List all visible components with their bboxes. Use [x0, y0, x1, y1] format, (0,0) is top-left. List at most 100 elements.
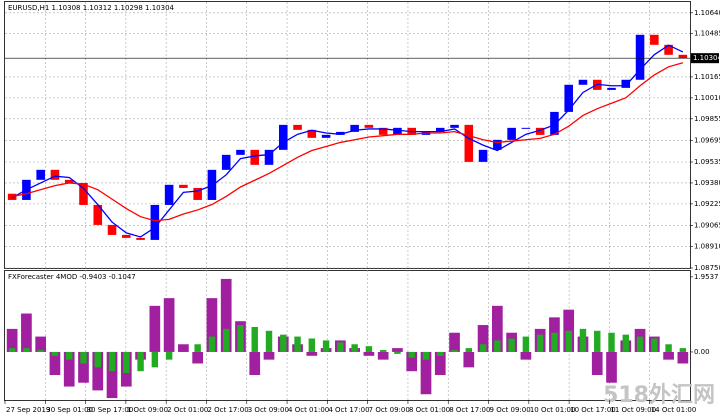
y-tick-label: 1.09225 — [694, 200, 720, 208]
candle — [79, 182, 88, 205]
histogram-bar — [508, 338, 515, 352]
histogram-bar — [449, 332, 460, 352]
y-tick-label: 1.10165 — [694, 73, 720, 81]
histogram-bar — [477, 325, 489, 352]
candle — [336, 131, 345, 135]
histogram-bar — [21, 313, 32, 352]
x-tick-label: 8 Oct 17:00 — [449, 406, 490, 414]
candle — [321, 134, 331, 138]
candle — [521, 127, 531, 129]
candle — [264, 149, 274, 165]
histogram-bar — [8, 348, 16, 352]
candle — [535, 127, 545, 135]
histogram-bar — [322, 340, 330, 352]
histogram-bar — [23, 348, 30, 352]
histogram-bar — [237, 325, 244, 352]
histogram-bar — [80, 351, 87, 364]
candle — [650, 34, 659, 45]
histogram-bar — [151, 351, 159, 368]
x-tick-label: 1 Oct 09:00 — [127, 406, 168, 414]
histogram-bar — [394, 351, 401, 354]
histogram-bar — [106, 351, 118, 399]
candle — [435, 127, 445, 132]
histogram-bar — [280, 334, 287, 352]
histogram-bar — [520, 351, 532, 360]
main-panel — [4, 1, 691, 269]
candle — [621, 79, 631, 88]
y-tick-label: 0.00 — [694, 348, 710, 356]
candle — [221, 154, 231, 170]
histogram-bar — [665, 344, 672, 352]
histogram-bar — [651, 338, 658, 352]
histogram-bar — [551, 332, 558, 352]
histogram-bar — [137, 351, 144, 372]
histogram-bar — [6, 328, 18, 352]
histogram-bar — [451, 350, 458, 352]
candle — [179, 184, 188, 188]
candle — [236, 149, 245, 155]
histogram-bar — [622, 334, 629, 352]
histogram-bar — [206, 298, 218, 352]
histogram-bar — [35, 336, 47, 352]
histogram-bar — [108, 351, 116, 372]
histogram-bar — [679, 348, 687, 352]
moving-average — [12, 62, 684, 222]
histogram-bar — [437, 351, 444, 356]
x-tick-label: 30 Sep 17:00 — [87, 406, 134, 414]
histogram-bar — [463, 351, 475, 368]
candle — [107, 224, 117, 235]
histogram-bar — [363, 351, 375, 356]
current-price-box — [691, 53, 719, 64]
x-tick-label: 4 Oct 01:00 — [288, 406, 329, 414]
histogram-bar — [434, 351, 446, 376]
histogram-bar — [37, 350, 44, 352]
candle — [164, 184, 174, 205]
y-tick-label: 1.08910 — [694, 242, 720, 250]
indicator-panel — [4, 270, 691, 401]
x-tick-label: 2 Oct 01:00 — [167, 406, 208, 414]
x-tick-label: 10 Oct 01:00 — [530, 406, 576, 414]
candle — [150, 204, 160, 240]
candle — [678, 54, 688, 59]
candle — [279, 124, 288, 150]
candle — [307, 129, 317, 138]
candle — [364, 124, 374, 128]
histogram-bar — [522, 336, 530, 352]
histogram-bar — [491, 305, 503, 352]
y-tick-label: 1.09065 — [694, 221, 720, 229]
y-tick-label: 1.09380 — [694, 179, 720, 187]
histogram-bar — [306, 351, 318, 356]
histogram-bar — [265, 330, 273, 352]
histogram-bar — [408, 351, 415, 358]
candle — [635, 34, 645, 80]
y-tick-label: 1.10640 — [694, 9, 720, 17]
histogram-bar — [677, 351, 689, 364]
histogram-bar — [192, 351, 204, 364]
y-tick-label: 1.09535 — [694, 158, 720, 166]
y-tick-label: 1.08750 — [694, 264, 720, 272]
candle — [493, 139, 502, 150]
histogram-bar — [636, 336, 644, 352]
candle — [607, 87, 616, 90]
candle — [293, 124, 302, 130]
histogram-bar — [51, 351, 59, 356]
candle — [250, 149, 260, 165]
x-tick-label: 7 Oct 09:00 — [369, 406, 410, 414]
candle — [550, 111, 559, 135]
x-tick-label: 10 Oct 17:00 — [570, 406, 616, 414]
histogram-bar — [165, 351, 173, 360]
histogram-bar — [208, 336, 216, 352]
y-tick-label: 1.10485 — [694, 30, 720, 38]
current-price-label: 1.10304 — [693, 54, 720, 62]
histogram-bar — [392, 348, 403, 352]
histogram-bar — [249, 351, 261, 376]
histogram-bar — [663, 351, 674, 360]
y-tick-label: 1.09855 — [694, 115, 720, 123]
histogram-bar — [63, 351, 75, 387]
candle — [64, 179, 74, 183]
x-tick-label: 9 Oct 09:00 — [490, 406, 531, 414]
candle — [578, 79, 588, 85]
x-tick-label: 8 Oct 01:00 — [409, 406, 450, 414]
histogram-bar — [194, 344, 201, 352]
